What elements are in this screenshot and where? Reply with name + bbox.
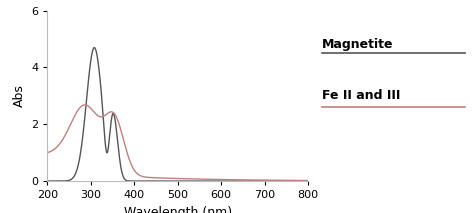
X-axis label: Wavelength (nm): Wavelength (nm) xyxy=(124,206,232,213)
Text: Fe II and III: Fe II and III xyxy=(322,89,401,102)
Text: Magnetite: Magnetite xyxy=(322,38,394,51)
Y-axis label: Abs: Abs xyxy=(13,84,26,107)
